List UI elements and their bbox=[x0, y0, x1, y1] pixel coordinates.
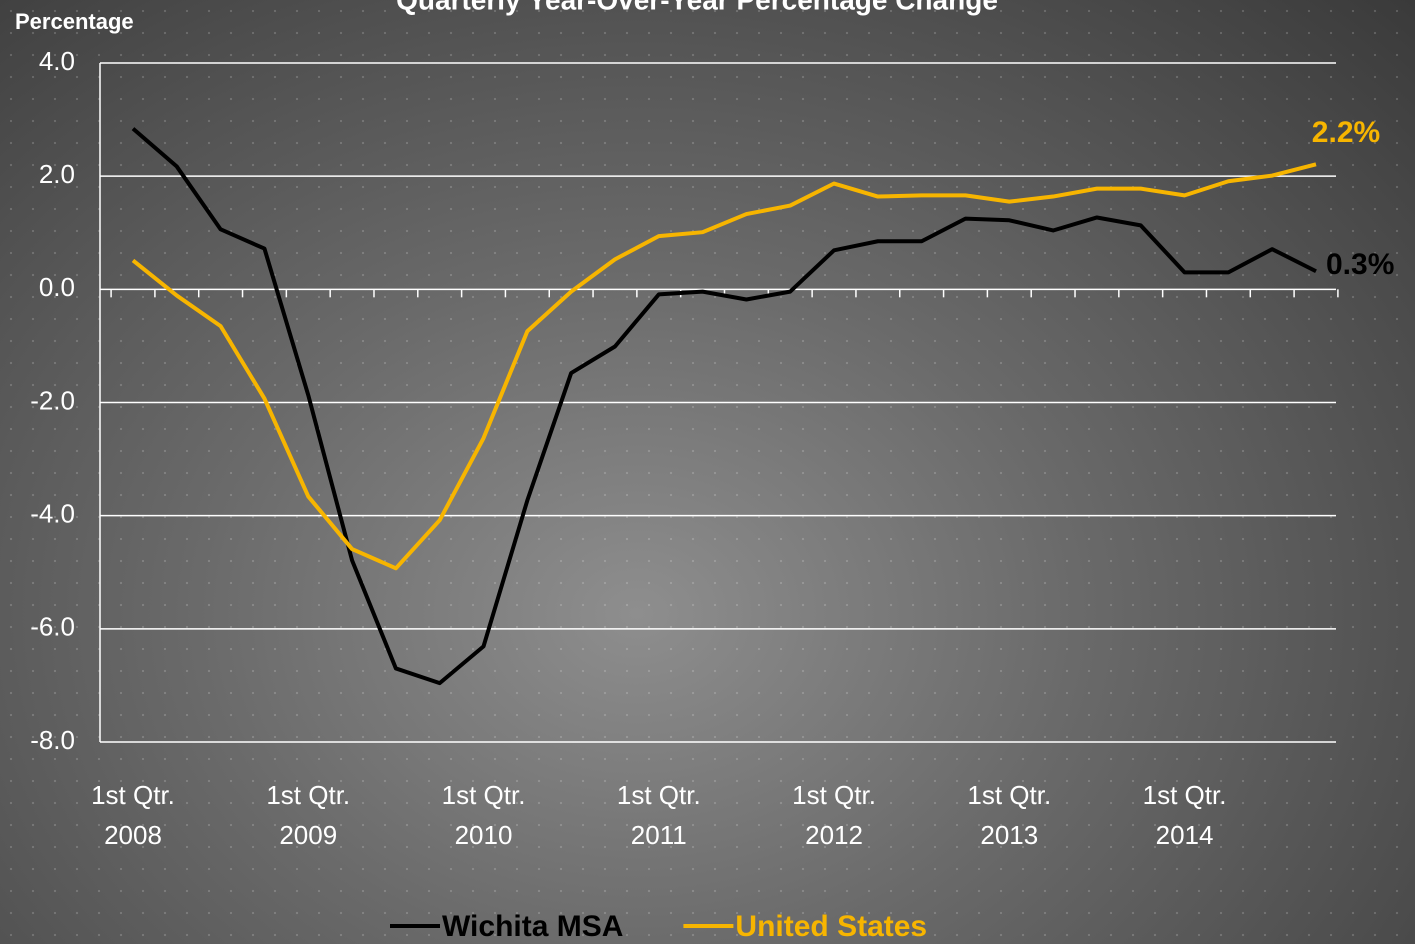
y-axis-label: Percentage bbox=[15, 9, 134, 34]
y-tick-label: 0.0 bbox=[39, 272, 75, 302]
y-tick-label: 2.0 bbox=[39, 159, 75, 189]
x-tick-label: 1st Qtr. 2012 bbox=[792, 780, 876, 850]
x-tick-label: 1st Qtr. 2009 bbox=[266, 780, 351, 850]
x-tick-label: 1st Qtr. 2014 bbox=[1142, 780, 1227, 850]
x-tick-label: 1st Qtr. 2013 bbox=[967, 780, 1052, 850]
legend-label: United States bbox=[735, 910, 927, 943]
y-tick-label: 4.0 bbox=[39, 46, 75, 76]
x-tick-label: 1st Qtr. 2011 bbox=[616, 780, 701, 850]
y-tick-label: -8.0 bbox=[30, 725, 75, 755]
data-label: 2.2% bbox=[1312, 116, 1380, 149]
y-tick-label: -6.0 bbox=[30, 612, 75, 642]
data-label: 0.3% bbox=[1326, 248, 1394, 281]
y-tick-label: -2.0 bbox=[30, 385, 75, 415]
x-tick-label: 1st Qtr. 2008 bbox=[91, 780, 175, 850]
legend-label: Wichita MSA bbox=[442, 910, 623, 943]
x-tick-label: 1st Qtr. 2010 bbox=[441, 780, 526, 850]
y-tick-label: -4.0 bbox=[30, 499, 75, 529]
chart-title: Quarterly Year-Over-Year Percentage Chan… bbox=[396, 0, 998, 15]
series-line bbox=[131, 162, 1317, 571]
series-line bbox=[131, 127, 1317, 686]
